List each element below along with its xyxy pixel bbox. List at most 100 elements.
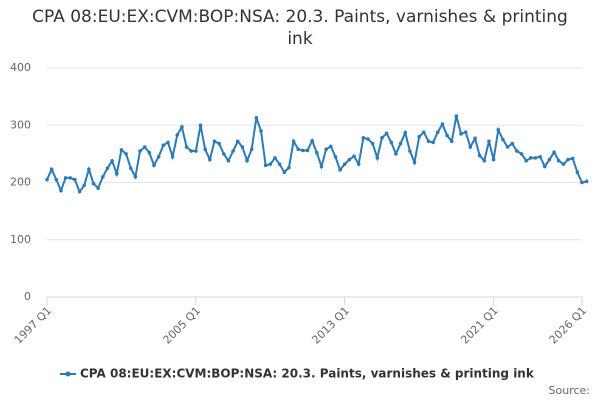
point [561, 162, 566, 166]
point [412, 160, 417, 165]
point [342, 162, 347, 166]
point [119, 148, 124, 152]
point [356, 162, 361, 166]
point [240, 145, 245, 149]
point [570, 156, 575, 161]
point [87, 167, 91, 172]
point [370, 141, 375, 146]
point [212, 139, 217, 144]
x-tick-label: 2013 Q1 [309, 304, 352, 347]
legend-marker [65, 371, 71, 377]
x-tick-label: 2021 Q1 [458, 304, 501, 347]
point [82, 183, 87, 188]
point [333, 154, 338, 159]
point [380, 136, 384, 140]
point [54, 177, 59, 182]
point [315, 150, 319, 155]
point [96, 186, 100, 191]
point [254, 116, 259, 120]
point [124, 152, 128, 156]
point [449, 139, 454, 144]
point [584, 179, 589, 184]
point [77, 189, 82, 194]
point [496, 128, 501, 132]
point [63, 176, 68, 180]
point [287, 165, 291, 170]
point [566, 157, 570, 162]
point [310, 138, 314, 143]
x-tick-label: 2005 Q1 [161, 304, 204, 347]
point [291, 139, 296, 144]
point [426, 139, 431, 144]
point [487, 139, 491, 144]
point [468, 145, 473, 149]
point [110, 158, 114, 163]
point [515, 149, 519, 153]
point [128, 166, 133, 170]
point [328, 144, 333, 149]
x-tick-label: 2026 Q1 [547, 304, 590, 347]
point [101, 174, 105, 179]
point [226, 158, 231, 163]
point [505, 145, 510, 149]
point [440, 122, 445, 126]
point [482, 158, 487, 163]
point [217, 141, 221, 146]
point [245, 158, 249, 163]
point [417, 134, 421, 139]
y-tick-label: 300 [10, 118, 31, 131]
point [142, 145, 147, 149]
point [305, 148, 310, 153]
point [268, 162, 273, 166]
point [180, 125, 184, 129]
point [463, 130, 468, 134]
point [398, 141, 403, 146]
point [105, 166, 110, 170]
point [538, 154, 542, 159]
point [259, 129, 263, 133]
point [519, 152, 524, 156]
point [445, 133, 449, 138]
point [170, 154, 175, 159]
point [366, 137, 370, 141]
point [133, 174, 138, 179]
point [221, 152, 226, 156]
point [147, 150, 152, 155]
point [477, 153, 482, 158]
point [529, 156, 533, 160]
point [296, 147, 301, 152]
point [352, 154, 356, 158]
point [203, 147, 207, 152]
x-tick-label: 1997 Q1 [12, 304, 55, 347]
point [552, 150, 556, 154]
y-tick-label: 400 [10, 61, 31, 74]
legend-label: CPA 08:EU:EX:CVM:BOP:NSA: 20.3. Paints, … [80, 367, 535, 381]
point [547, 157, 552, 162]
point [249, 147, 254, 152]
point [301, 148, 305, 153]
y-tick-label: 200 [10, 176, 31, 189]
point [114, 172, 119, 176]
point [156, 154, 161, 159]
point [422, 130, 426, 134]
point [166, 140, 170, 145]
point [580, 180, 584, 185]
point [501, 137, 505, 142]
point [231, 149, 235, 153]
point [194, 149, 198, 153]
y-tick-label: 100 [10, 233, 31, 246]
point [403, 130, 408, 135]
point [319, 164, 324, 169]
point [138, 149, 142, 153]
point [189, 149, 194, 153]
point [338, 168, 342, 172]
point [454, 114, 459, 118]
point [431, 140, 435, 145]
point [389, 140, 394, 145]
point [435, 130, 440, 134]
point [73, 177, 77, 182]
point [235, 139, 240, 144]
point [524, 158, 528, 163]
